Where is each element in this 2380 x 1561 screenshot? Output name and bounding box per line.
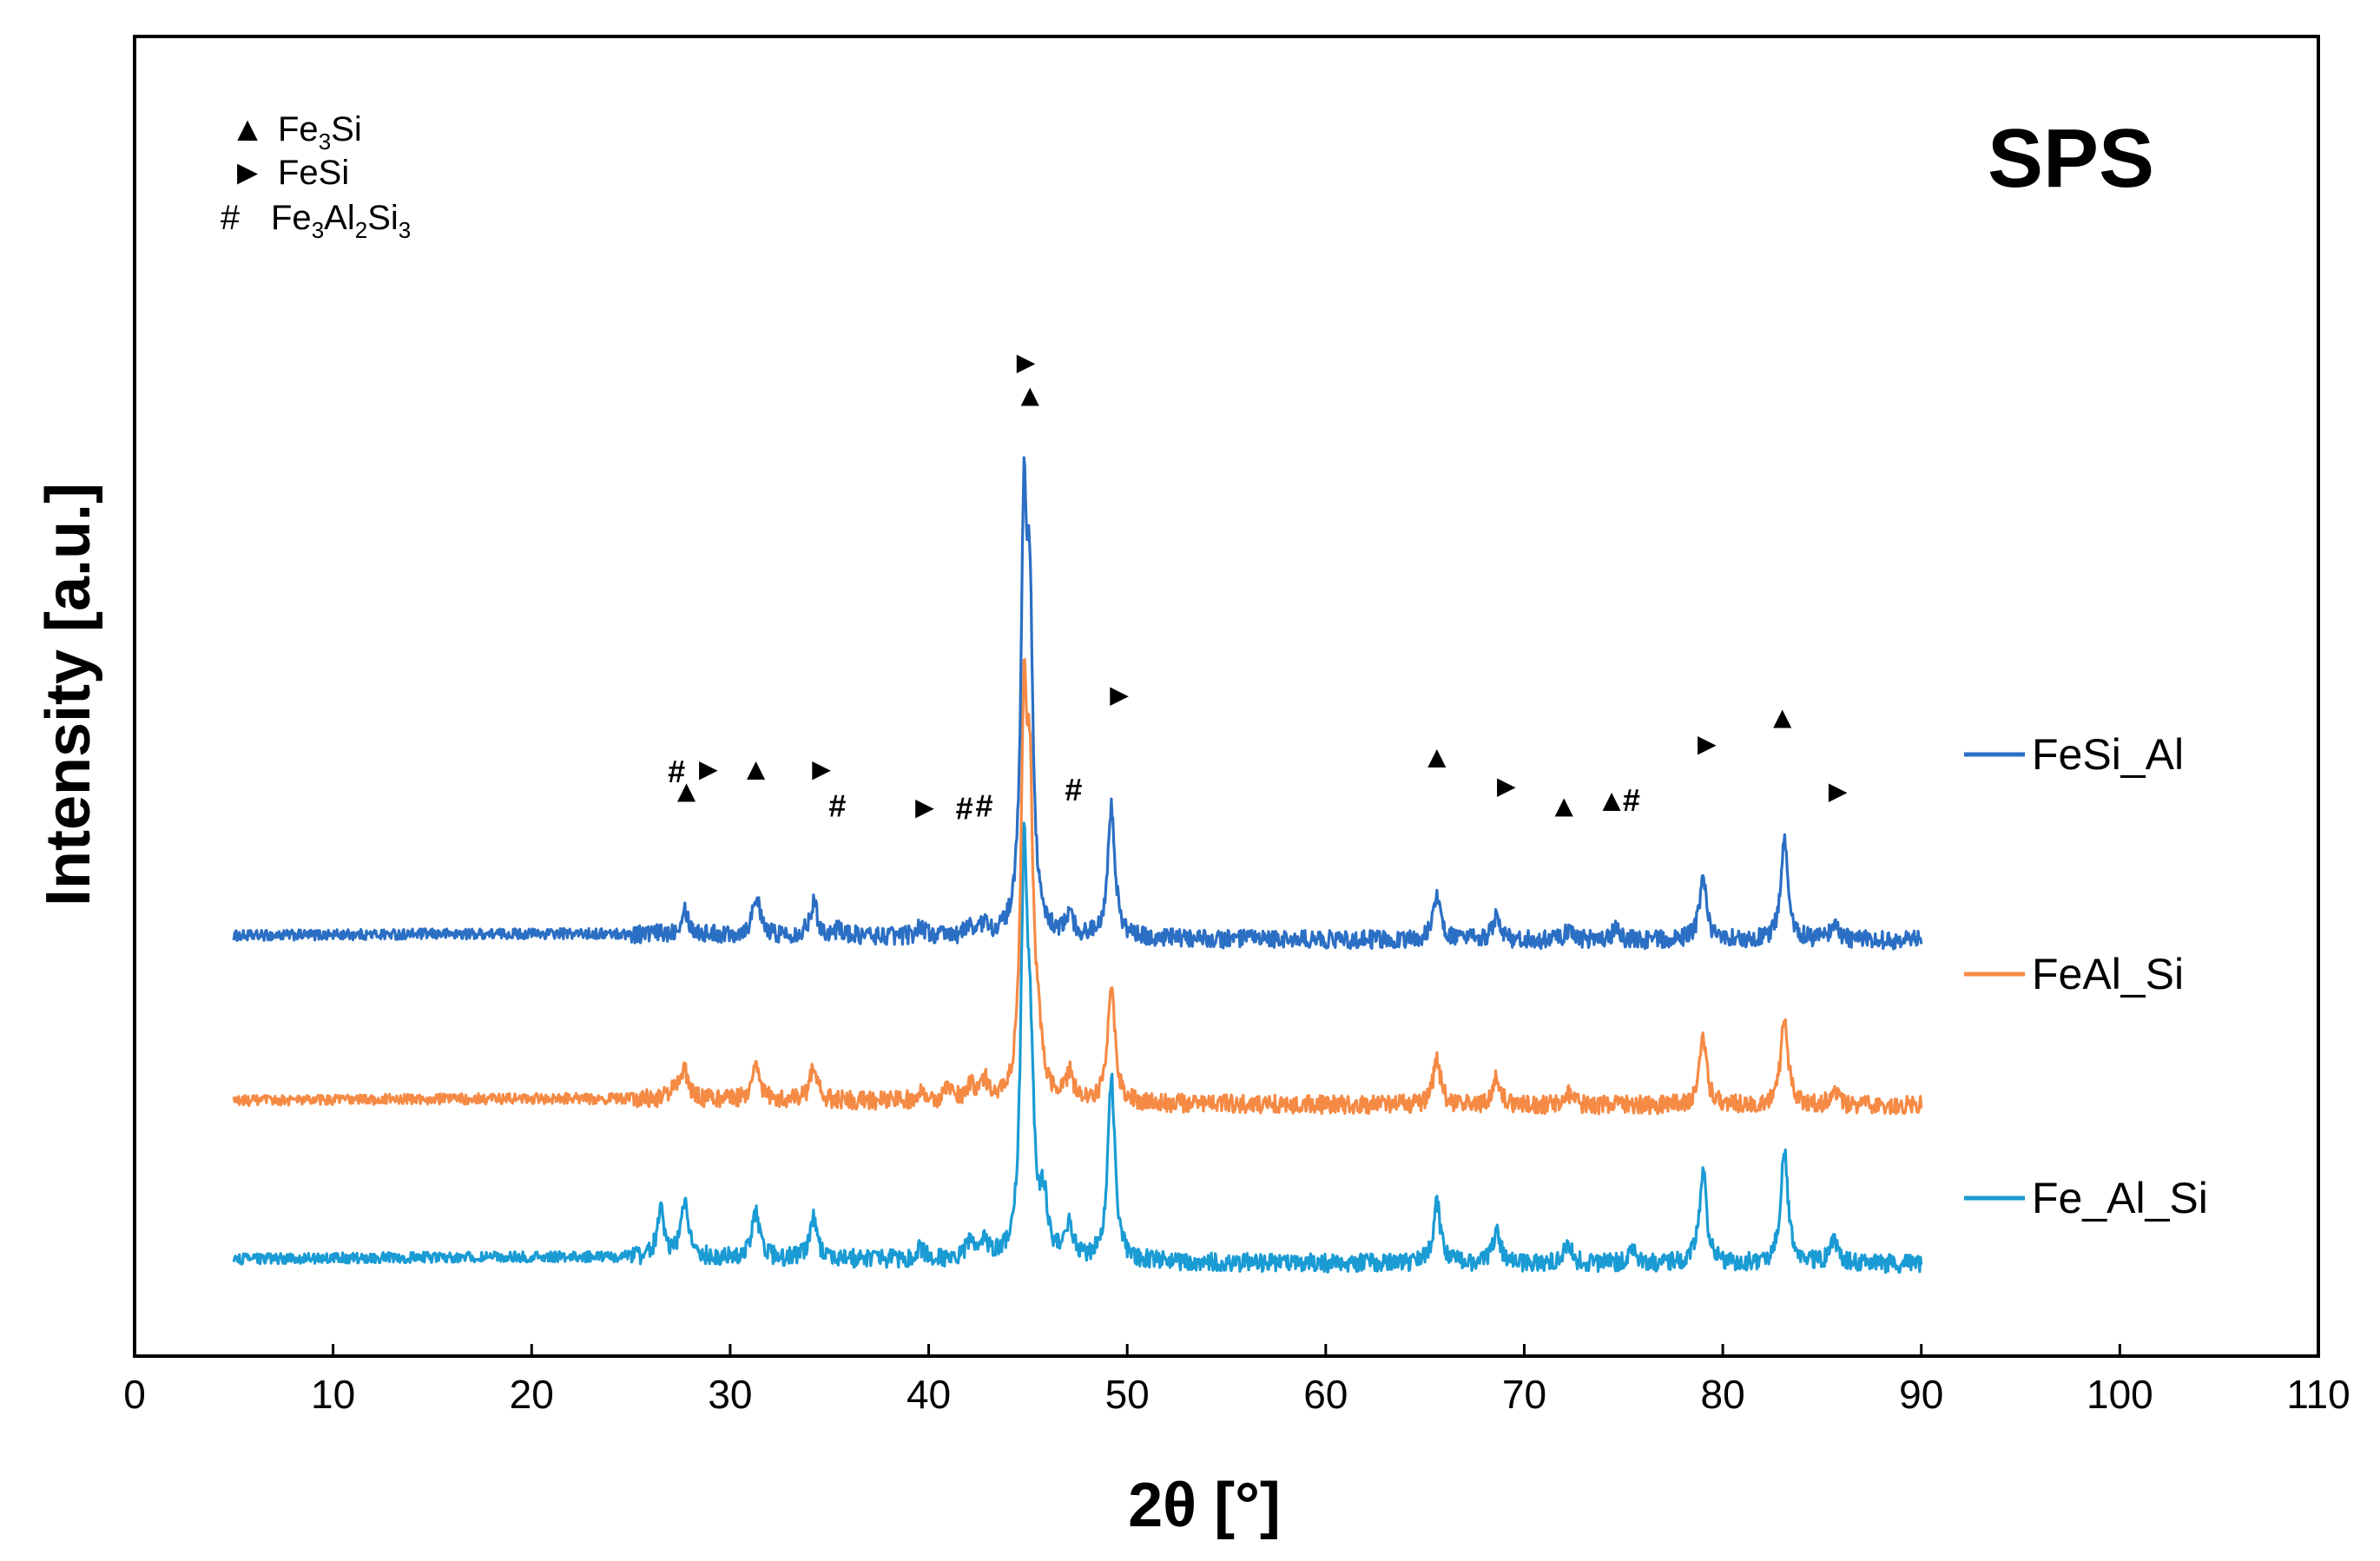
- legend-fe3al2si3-sub2: 2: [355, 217, 367, 243]
- peak-annotations: # ►▲▲ ►# ► # #►▲#►▲►▲ ▲#►▲►: [668, 345, 1853, 827]
- legend-fe3al2si3-part2: Al: [324, 199, 355, 237]
- x-tick-label: 100: [2087, 1372, 2153, 1417]
- peak-marker-arrow: ►: [1011, 345, 1042, 380]
- peak-marker-hash: #: [828, 787, 846, 823]
- series-label-fesi-al: FeSi_Al: [2032, 730, 2184, 779]
- peak-marker-hash: #: [1065, 772, 1082, 807]
- series-line-feal-si: [232, 658, 1923, 1116]
- series-group: [232, 456, 1923, 1274]
- peak-marker-triangle: ▲: [1596, 782, 1627, 818]
- legend-fe3si-sub: 3: [319, 128, 331, 155]
- legend-fe3al2si3-part3: Si: [367, 199, 399, 237]
- series-label-feal-si: FeAl_Si: [2032, 950, 2184, 998]
- peak-marker-triangle: ▲: [741, 751, 772, 787]
- x-axis-ticks: 0 10 20 30 40 50 60 70 80 90 100 110: [123, 1344, 2350, 1417]
- peak-marker-hash: #: [976, 787, 993, 823]
- chart-title: SPS: [1988, 112, 2154, 205]
- peak-marker-arrow: ►: [909, 789, 940, 825]
- series-line-fe-al-si: [232, 821, 1923, 1274]
- plot-frame: [133, 35, 2320, 1358]
- x-tick-label: 20: [510, 1372, 554, 1417]
- legend-label-fe3si: Fe3Si: [278, 110, 362, 155]
- legend-fe3si-part1: Fe: [278, 110, 319, 148]
- x-tick-label: 90: [1899, 1372, 1943, 1417]
- peak-marker-triangle: ▲: [1548, 787, 1579, 823]
- peak-marker-triangle: ▲: [1014, 378, 1045, 413]
- peak-marker-arrow: ►: [1104, 677, 1135, 713]
- legend-symbol-fesi: ►: [230, 154, 265, 192]
- peak-marker-hash: #: [1623, 782, 1640, 818]
- peak-marker-hash: #: [956, 790, 973, 826]
- legend-fe3al2si3-sub1: 3: [312, 217, 324, 243]
- x-tick-label: 80: [1701, 1372, 1745, 1417]
- legend-fe3al2si3-sub3: 3: [399, 217, 411, 243]
- peak-marker-arrow: ►: [1691, 726, 1723, 761]
- legend-symbol-fe3al2si3: #: [221, 199, 241, 237]
- x-tick-label: 110: [2286, 1372, 2350, 1417]
- peak-marker-triangle: ▲: [1421, 739, 1453, 774]
- legend-label-fe3al2si3: Fe3Al2Si3: [271, 199, 411, 243]
- x-tick-label: 50: [1105, 1372, 1150, 1417]
- series-line-fesi-al: [232, 456, 1923, 951]
- x-tick-label: 40: [907, 1372, 951, 1417]
- series-label-fe-al-si: Fe_Al_Si: [2032, 1174, 2208, 1222]
- x-tick-label: 30: [708, 1372, 752, 1417]
- legend-fe3si-part2: Si: [331, 110, 362, 148]
- peak-marker-arrow: ►: [1823, 774, 1854, 809]
- peak-marker-arrow: ►: [806, 751, 837, 787]
- x-tick-label: 60: [1303, 1372, 1348, 1417]
- peak-marker-arrow: ►: [693, 751, 724, 787]
- legend-fe3al2si3-part1: Fe: [271, 199, 312, 237]
- x-tick-label: 10: [311, 1372, 355, 1417]
- x-tick-label: 70: [1502, 1372, 1546, 1417]
- series-labels: FeSi_Al FeAl_Si Fe_Al_Si: [1964, 730, 2208, 1222]
- peak-marker-hash: #: [668, 754, 685, 789]
- y-axis-title: Intensity [a.u.]: [34, 483, 103, 906]
- peak-marker-arrow: ►: [1491, 768, 1522, 804]
- peak-marker-triangle: ▲: [671, 774, 702, 809]
- x-axis-title: 2θ [°]: [1128, 1471, 1281, 1540]
- legend: ▲ Fe3Si ► FeSi # Fe3Al2Si3: [221, 110, 411, 243]
- peak-marker-triangle: ▲: [1767, 699, 1798, 734]
- x-tick-label: 0: [123, 1372, 146, 1417]
- legend-symbol-fe3si: ▲: [230, 110, 265, 148]
- legend-label-fesi: FeSi: [278, 154, 349, 192]
